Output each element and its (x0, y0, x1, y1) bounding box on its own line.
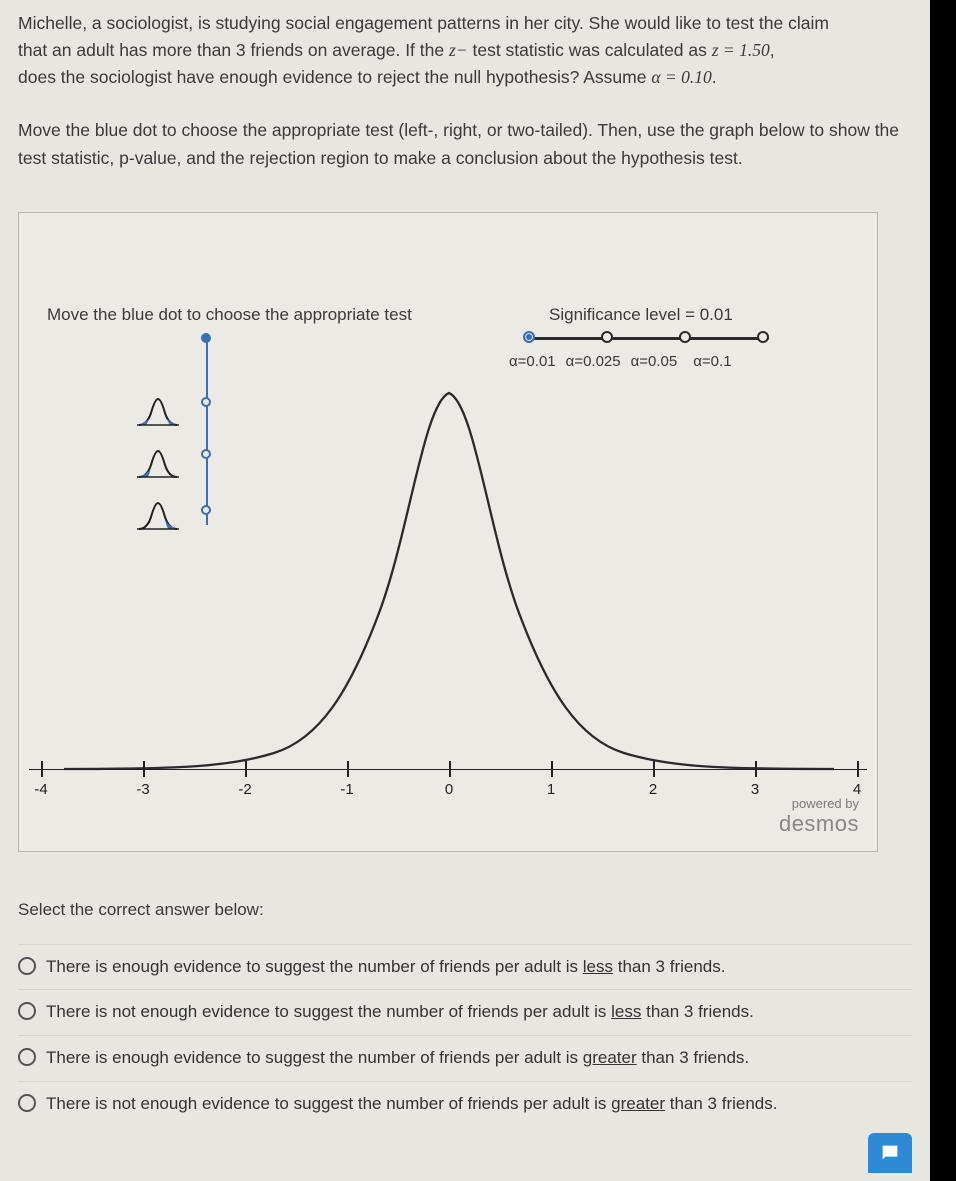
answer-option-1[interactable]: There is not enough evidence to suggest … (18, 989, 912, 1035)
q-line3a: does the sociologist have enough evidenc… (18, 67, 651, 87)
radio-0[interactable] (18, 957, 36, 975)
opt3-pre: There is not enough evidence to suggest … (46, 1094, 611, 1113)
instruction-span: Move the blue dot to choose the appropri… (18, 120, 899, 167)
q-line2a: that an adult has more than (18, 40, 236, 60)
tick--2 (245, 761, 247, 777)
tick-label-2: 2 (649, 781, 657, 798)
chat-button[interactable] (868, 1133, 912, 1173)
opt1-post: than 3 friends. (641, 1002, 753, 1021)
q-numfriends: 3 (236, 40, 246, 60)
opt0-pre: There is enough evidence to suggest the … (46, 957, 583, 976)
q-line2b: friends on average. If the (246, 40, 449, 60)
tick-2 (653, 761, 655, 777)
credit-brand: desmos (779, 811, 859, 837)
chat-icon (879, 1142, 901, 1164)
opt0-u: less (583, 957, 613, 976)
radio-1[interactable] (18, 1002, 36, 1020)
chart-box: Move the blue dot to choose the appropri… (18, 212, 878, 852)
question-text: Michelle, a sociologist, is studying soc… (18, 10, 912, 91)
answer-text-3: There is not enough evidence to suggest … (46, 1092, 777, 1117)
opt3-u: greater (611, 1094, 665, 1113)
tick-0 (449, 761, 451, 777)
opt1-pre: There is not enough evidence to suggest … (46, 1002, 611, 1021)
tick-1 (551, 761, 553, 777)
credit-top: powered by (779, 796, 859, 811)
tick-label-0: 0 (445, 781, 453, 798)
tick-label--3: -3 (136, 781, 149, 798)
tick-label--1: -1 (340, 781, 353, 798)
tick-4 (857, 761, 859, 777)
answer-text-0: There is enough evidence to suggest the … (46, 955, 725, 980)
tick--4 (41, 761, 43, 777)
instruction-text: Move the blue dot to choose the appropri… (18, 117, 912, 171)
tick-3 (755, 761, 757, 777)
answer-option-0[interactable]: There is enough evidence to suggest the … (18, 944, 912, 990)
answer-section: Select the correct answer below: There i… (18, 900, 912, 1127)
alpha-value: α = 0.10 (651, 67, 711, 87)
q-line3b: . (712, 67, 717, 87)
opt2-u: greater (583, 1048, 637, 1067)
q-line2d: , (770, 40, 775, 60)
radio-3[interactable] (18, 1094, 36, 1112)
desmos-credit: powered by desmos (779, 796, 859, 837)
page: Michelle, a sociologist, is studying soc… (0, 0, 930, 1181)
normal-curve[interactable] (19, 213, 879, 853)
answer-text-2: There is enough evidence to suggest the … (46, 1046, 749, 1071)
tick--3 (143, 761, 145, 777)
radio-2[interactable] (18, 1048, 36, 1066)
answer-text-1: There is not enough evidence to suggest … (46, 1000, 754, 1025)
tick-label-3: 3 (751, 781, 759, 798)
opt1-u: less (611, 1002, 641, 1021)
q-line2c: test statistic was calculated as (468, 40, 712, 60)
tick-label-1: 1 (547, 781, 555, 798)
tick--1 (347, 761, 349, 777)
opt2-pre: There is enough evidence to suggest the … (46, 1048, 583, 1067)
opt2-post: than 3 friends. (637, 1048, 749, 1067)
z-symbol: z− (449, 40, 468, 60)
tick-label--4: -4 (34, 781, 47, 798)
opt3-post: than 3 friends. (665, 1094, 777, 1113)
chart-inner: Move the blue dot to choose the appropri… (19, 213, 877, 851)
answer-option-3[interactable]: There is not enough evidence to suggest … (18, 1081, 912, 1127)
q-line1: Michelle, a sociologist, is studying soc… (18, 13, 829, 33)
z-value: z = 1.50 (712, 40, 770, 60)
axis-ticks: -4 -3 -2 -1 0 1 2 3 4 (19, 761, 877, 791)
opt0-post: than 3 friends. (613, 957, 725, 976)
tick-label--2: -2 (238, 781, 251, 798)
answer-option-2[interactable]: There is enough evidence to suggest the … (18, 1035, 912, 1081)
answer-prompt: Select the correct answer below: (18, 900, 912, 920)
